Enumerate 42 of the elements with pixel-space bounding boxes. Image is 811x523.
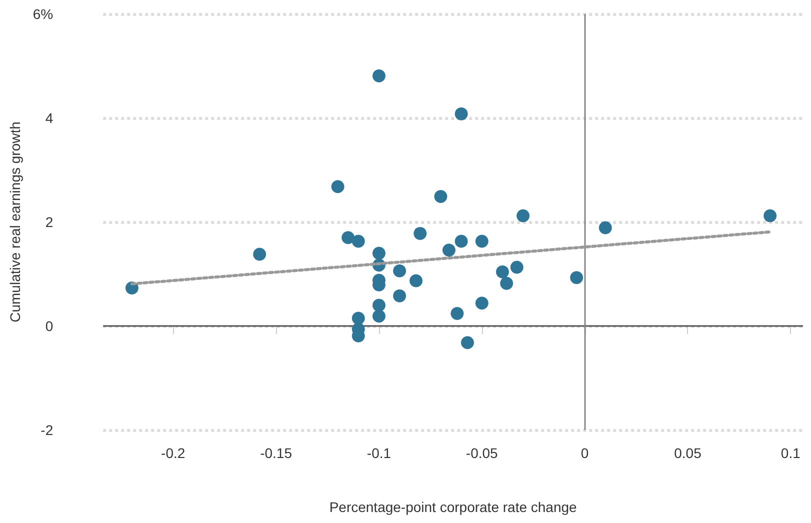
point (372, 246, 386, 260)
point (372, 298, 386, 312)
point (570, 271, 584, 284)
x-tick-label: -0.05 (466, 445, 498, 461)
point (352, 234, 365, 248)
point (414, 226, 427, 240)
point (434, 190, 448, 204)
point (372, 69, 386, 82)
point (450, 307, 464, 320)
point (475, 234, 488, 248)
point (253, 248, 266, 261)
x-tick-label: -0.15 (260, 445, 292, 461)
point (460, 336, 474, 350)
x-tick-label: 0.05 (674, 445, 702, 461)
point (393, 289, 406, 302)
y-tick-label: 6% (32, 6, 54, 22)
x-tick-label: 0 (580, 445, 589, 461)
point (331, 180, 344, 194)
x-tick-label: -0.1 (366, 445, 392, 461)
point (342, 231, 355, 244)
point (454, 107, 468, 120)
point (393, 264, 406, 278)
x-tick-label: 0.1 (780, 445, 801, 461)
point (500, 276, 514, 290)
point (410, 274, 423, 288)
point (764, 209, 777, 222)
y-tick-label: -2 (40, 422, 54, 438)
point (516, 209, 530, 222)
point (496, 265, 509, 278)
point (372, 310, 386, 323)
y-tick-label: 0 (45, 318, 54, 334)
x-axis-title: Percentage-point corporate rate change (329, 499, 578, 515)
point (475, 296, 488, 310)
y-tick-label: 4 (45, 110, 54, 126)
point (352, 312, 365, 325)
point (598, 221, 612, 234)
point (510, 260, 524, 274)
y-axis-title: Cumulative real earnings growth (7, 122, 23, 322)
x-tick-label: -0.2 (161, 445, 186, 461)
y-tick-label: 2 (45, 214, 54, 230)
point (454, 234, 468, 248)
point (442, 244, 456, 257)
